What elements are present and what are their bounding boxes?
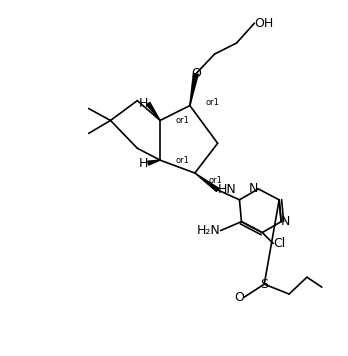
Text: Cl: Cl	[273, 237, 285, 250]
Text: or1: or1	[176, 156, 190, 164]
Text: H: H	[139, 97, 148, 110]
Polygon shape	[195, 173, 219, 192]
Text: N: N	[249, 182, 258, 195]
Polygon shape	[190, 73, 198, 106]
Text: O: O	[191, 67, 201, 80]
Polygon shape	[148, 160, 160, 165]
Text: OH: OH	[254, 17, 274, 30]
Text: O: O	[235, 290, 244, 304]
Text: or1: or1	[209, 177, 223, 185]
Text: S: S	[260, 278, 268, 290]
Polygon shape	[147, 103, 160, 120]
Text: HN: HN	[218, 183, 236, 197]
Text: or1: or1	[206, 98, 220, 107]
Text: or1: or1	[176, 116, 190, 125]
Text: H₂N: H₂N	[197, 224, 221, 237]
Text: H: H	[139, 157, 148, 169]
Text: N: N	[281, 215, 291, 228]
